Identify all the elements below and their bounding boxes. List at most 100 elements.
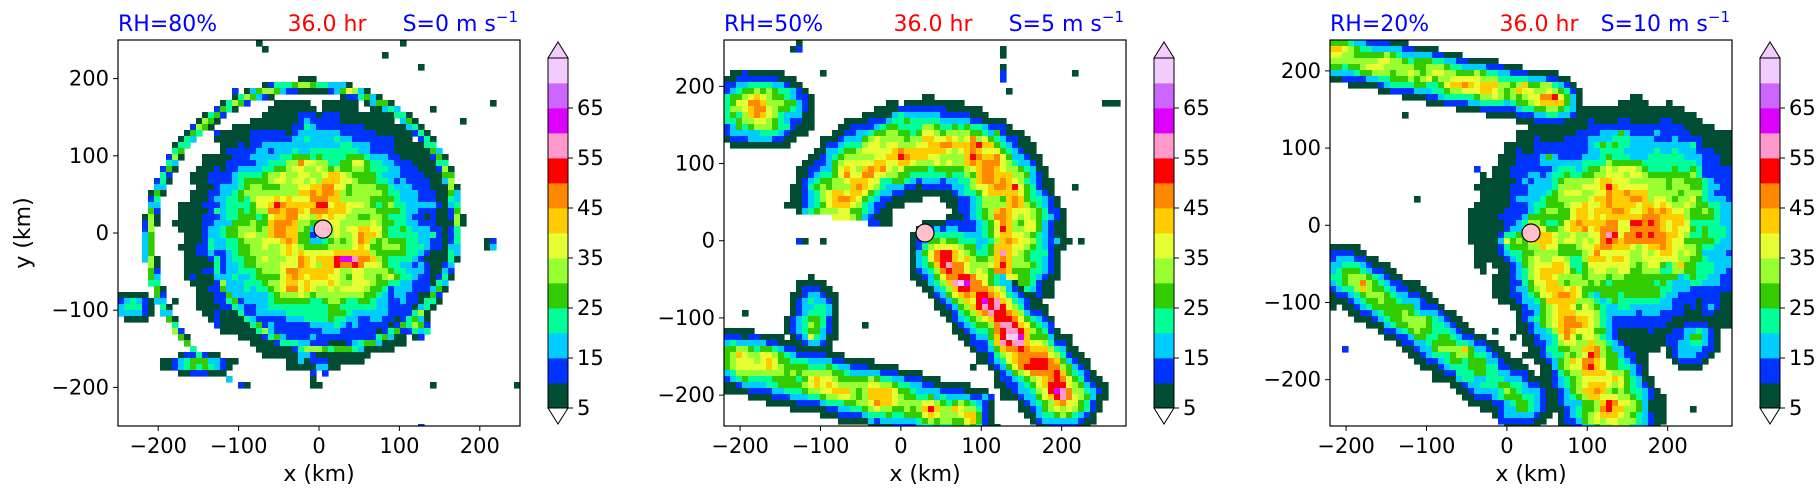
contour-cell: [316, 172, 323, 179]
contour-cell: [976, 160, 983, 167]
contour-cell: [208, 250, 215, 257]
contour-cell: [142, 214, 149, 221]
contour-cell: [178, 208, 185, 215]
contour-cell: [808, 286, 815, 293]
contour-cell: [1006, 220, 1013, 227]
contour-cell: [820, 148, 827, 155]
contour-cell: [238, 154, 245, 161]
contour-cell: [370, 130, 377, 137]
contour-cell: [910, 142, 917, 149]
contour-cell: [1672, 160, 1679, 167]
contour-cell: [1642, 178, 1649, 185]
contour-cell: [946, 214, 953, 221]
contour-cell: [298, 232, 305, 239]
contour-cell: [442, 184, 449, 191]
contour-cell: [1450, 70, 1457, 77]
contour-cell: [1330, 46, 1337, 53]
contour-cell: [790, 340, 797, 347]
contour-cell: [430, 136, 437, 143]
contour-cell: [220, 136, 227, 143]
contour-cell: [184, 208, 191, 215]
contour-cell: [964, 190, 971, 197]
contour-cell: [154, 274, 161, 281]
contour-cell: [364, 226, 371, 233]
contour-cell: [1576, 178, 1583, 185]
contour-cell: [274, 220, 281, 227]
contour-cell: [1048, 406, 1055, 413]
contour-cell: [370, 328, 377, 335]
contour-cell: [370, 298, 377, 305]
contour-cell: [382, 136, 389, 143]
contour-cell: [352, 334, 359, 341]
contour-cell: [934, 304, 941, 311]
contour-cell: [250, 310, 257, 317]
contour-cell: [910, 166, 917, 173]
contour-cell: [412, 220, 419, 227]
contour-cell: [238, 226, 245, 233]
contour-cell: [880, 112, 887, 119]
contour-cell: [826, 352, 833, 359]
contour-cell: [802, 124, 809, 131]
contour-cell: [1564, 112, 1571, 119]
contour-cell: [1378, 46, 1385, 53]
contour-cell: [346, 184, 353, 191]
contour-cell: [736, 124, 743, 131]
contour-cell: [280, 118, 287, 125]
contour-cell: [1048, 232, 1055, 239]
contour-cell: [1534, 112, 1541, 119]
contour-cell: [352, 262, 359, 269]
contour-cell: [202, 250, 209, 257]
contour-cell: [952, 406, 959, 413]
contour-cell: [1594, 142, 1601, 149]
contour-cell: [994, 358, 1001, 365]
contour-cell: [826, 166, 833, 173]
contour-cell: [280, 256, 287, 263]
contour-cell: [418, 148, 425, 155]
contour-cell: [382, 106, 389, 113]
contour-cell: [382, 112, 389, 119]
contour-cell: [1018, 322, 1025, 329]
contour-cell: [1018, 178, 1025, 185]
contour-cell: [940, 406, 947, 413]
contour-cell: [1408, 64, 1415, 71]
contour-cell: [286, 340, 293, 347]
contour-cell: [730, 106, 737, 113]
contour-cell: [256, 244, 263, 251]
contour-cell: [328, 352, 335, 359]
contour-cell: [946, 226, 953, 233]
contour-cell: [364, 346, 371, 353]
contour-cell: [796, 328, 803, 335]
contour-cell: [226, 238, 233, 245]
contour-cell: [304, 154, 311, 161]
contour-cell: [958, 256, 965, 263]
contour-cell: [1036, 400, 1043, 407]
contour-cell: [184, 262, 191, 269]
colorbar-extend-low: [1153, 407, 1175, 425]
contour-cell: [790, 184, 797, 191]
contour-cell: [1510, 112, 1517, 119]
contour-cell: [298, 262, 305, 269]
contour-cell: [364, 280, 371, 287]
contour-cell: [268, 130, 275, 137]
contour-cell: [922, 118, 929, 125]
contour-cell: [868, 370, 875, 377]
contour-cell: [196, 274, 203, 281]
contour-cell: [1402, 64, 1409, 71]
contour-cell: [1618, 148, 1625, 155]
contour-cell: [1708, 142, 1715, 149]
contour-cell: [1438, 100, 1445, 107]
contour-cell: [1468, 70, 1475, 77]
contour-cell: [1576, 154, 1583, 161]
contour-cell: [412, 160, 419, 167]
contour-cell: [1030, 340, 1037, 347]
contour-cell: [334, 244, 341, 251]
contour-cell: [910, 106, 917, 113]
contour-cell: [1624, 142, 1631, 149]
contour-cell: [1660, 172, 1667, 179]
contour-cell: [814, 376, 821, 383]
contour-cell: [1624, 118, 1631, 125]
contour-cell: [1006, 262, 1013, 269]
contour-cell: [814, 172, 821, 179]
contour-cell: [1018, 394, 1025, 401]
contour-cell: [190, 274, 197, 281]
